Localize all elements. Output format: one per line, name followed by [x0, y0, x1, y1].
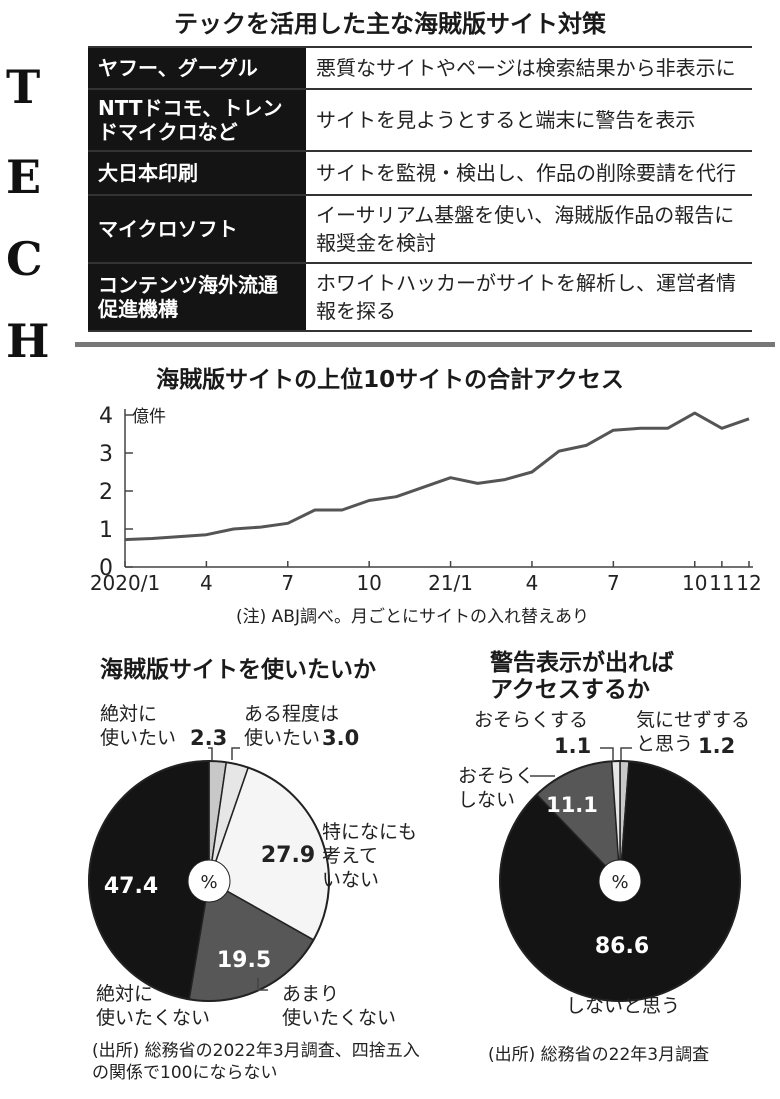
- x-tick-label: 11: [709, 571, 734, 595]
- x-tick-label: 7: [281, 571, 294, 595]
- pie1-label-some-value: 3.0: [322, 726, 360, 750]
- x-tick-label: 4: [200, 571, 213, 595]
- y-tick-label: 0: [99, 556, 113, 581]
- x-tick-label: 12: [736, 571, 761, 595]
- pie1-leader-rarely: [257, 978, 268, 991]
- pie1-title: 海賊版サイトを使いたいか: [100, 657, 376, 683]
- pie2-label-nocare-value: 1.2: [698, 734, 736, 758]
- pie1-label-want: 絶対に 使いたい: [100, 703, 177, 749]
- pie2-value-maybe-not: 11.1: [546, 793, 598, 817]
- pie2-source: (出所) 総務省の22年3月調査: [488, 1045, 710, 1065]
- tech-letter-h: H: [6, 314, 50, 368]
- desc-cell: イーサリアム基盤を使い、海賊版作品の報告に報奨金を検討: [306, 194, 752, 264]
- pie1-value-rarely: 19.5: [217, 948, 271, 973]
- pie1-value-nothing: 27.9: [261, 843, 315, 868]
- access-series-line: [124, 411, 750, 542]
- x-tick-label: 10: [682, 571, 707, 595]
- measures-title: テックを活用した主な海賊版サイト対策: [174, 10, 606, 38]
- y-tick-label: 4: [99, 404, 113, 429]
- pie-outline: [499, 760, 741, 1002]
- pie2-center: [598, 859, 642, 903]
- pie2-value-not: 86.6: [595, 934, 649, 959]
- pie2-unit: %: [611, 872, 628, 893]
- measures-table: ヤフー、グーグル 悪質なサイトやページは検索結果から非表示に NTTドコモ、トレ…: [88, 46, 752, 332]
- table-row: マイクロソフト イーサリアム基盤を使い、海賊版作品の報告に報奨金を検討: [88, 194, 752, 264]
- pie-outline: [88, 760, 330, 1002]
- pie2-chart: % 11.1 86.6: [499, 747, 741, 1002]
- pie1-leader-want: [208, 747, 213, 760]
- y-tick-label: 1: [99, 518, 113, 543]
- line-chart-note: (注) ABJ調べ。月ごとにサイトの入れ替えあり: [236, 607, 589, 627]
- y-tick-label: 2: [99, 480, 113, 505]
- org-cell: ヤフー、グーグル: [88, 46, 306, 90]
- desc-cell: 悪質なサイトやページは検索結果から非表示に: [306, 46, 752, 90]
- pie1-value-never: 47.4: [104, 874, 158, 899]
- desc-cell: サイトを監視・検出し、作品の削除要請を代行: [306, 150, 752, 196]
- pie2-label-maybe-do: おそらくする: [474, 709, 589, 731]
- pie1-leader-some: [231, 747, 240, 760]
- org-cell: マイクロソフト: [88, 194, 306, 264]
- tech-letter-c: C: [6, 232, 43, 286]
- pie1-label-want-value: 2.3: [190, 726, 228, 750]
- tech-letter-e: E: [6, 150, 42, 204]
- pie2-leader-nocare: [620, 747, 632, 760]
- x-tick-label: 7: [607, 571, 620, 595]
- y-unit-label: 億件: [132, 407, 166, 427]
- pie1-unit: %: [200, 872, 217, 893]
- pie1-label-never: 絶対に 使いたくない: [96, 983, 211, 1029]
- y-tick-label: 3: [99, 442, 113, 467]
- x-tick-label: 2020/1: [90, 571, 160, 595]
- pie1-label-some: ある程度は 使いたい: [244, 703, 340, 749]
- pie2-leader-maybe-do: [600, 747, 614, 760]
- x-tick-label: 4: [526, 571, 539, 595]
- pie1-source: (出所) 総務省の2022年3月調査、四捨五入の関係で100にならない: [92, 1041, 420, 1083]
- pie2-label-maybe-do-value: 1.1: [554, 734, 592, 758]
- pie2-title: 警告表示が出ればアクセスするか: [490, 650, 674, 703]
- pie1-label-nothing: 特になにも 考えて いない: [322, 821, 418, 891]
- line-chart-title: 海賊版サイトの上位10サイトの合計アクセス: [156, 367, 624, 393]
- org-cell: NTTドコモ、トレンドマイクロなど: [88, 88, 306, 152]
- table-row: NTTドコモ、トレンドマイクロなど サイトを見ようとすると端末に警告を表示: [88, 88, 752, 152]
- pie1-center: [187, 859, 231, 903]
- pie2-label-nocare: 気にせずする と思う: [636, 709, 751, 755]
- org-cell: コンテンツ海外流通促進機構: [88, 262, 306, 332]
- org-cell: 大日本印刷: [88, 150, 306, 196]
- x-tick-label: 10: [356, 571, 381, 595]
- pie2-label-maybe-not: おそらく しない: [458, 765, 535, 811]
- table-row: コンテンツ海外流通促進機構 ホワイトハッカーがサイトを解析し、運営者情報を探る: [88, 262, 752, 332]
- table-row: 大日本印刷 サイトを監視・検出し、作品の削除要請を代行: [88, 150, 752, 196]
- x-tick-label: 21/1: [428, 571, 473, 595]
- pie1-label-rarely: あまり 使いたくない: [282, 983, 397, 1029]
- desc-cell: ホワイトハッカーがサイトを解析し、運営者情報を探る: [306, 262, 752, 332]
- tech-letter-t: T: [6, 60, 41, 114]
- table-row: ヤフー、グーグル 悪質なサイトやページは検索結果から非表示に: [88, 46, 752, 90]
- desc-cell: サイトを見ようとすると端末に警告を表示: [306, 88, 752, 152]
- pie1-chart: % 47.4 27.9 19.5: [88, 747, 330, 1002]
- pie2-label-not: しないと思う: [566, 995, 681, 1017]
- section-divider: [75, 342, 775, 347]
